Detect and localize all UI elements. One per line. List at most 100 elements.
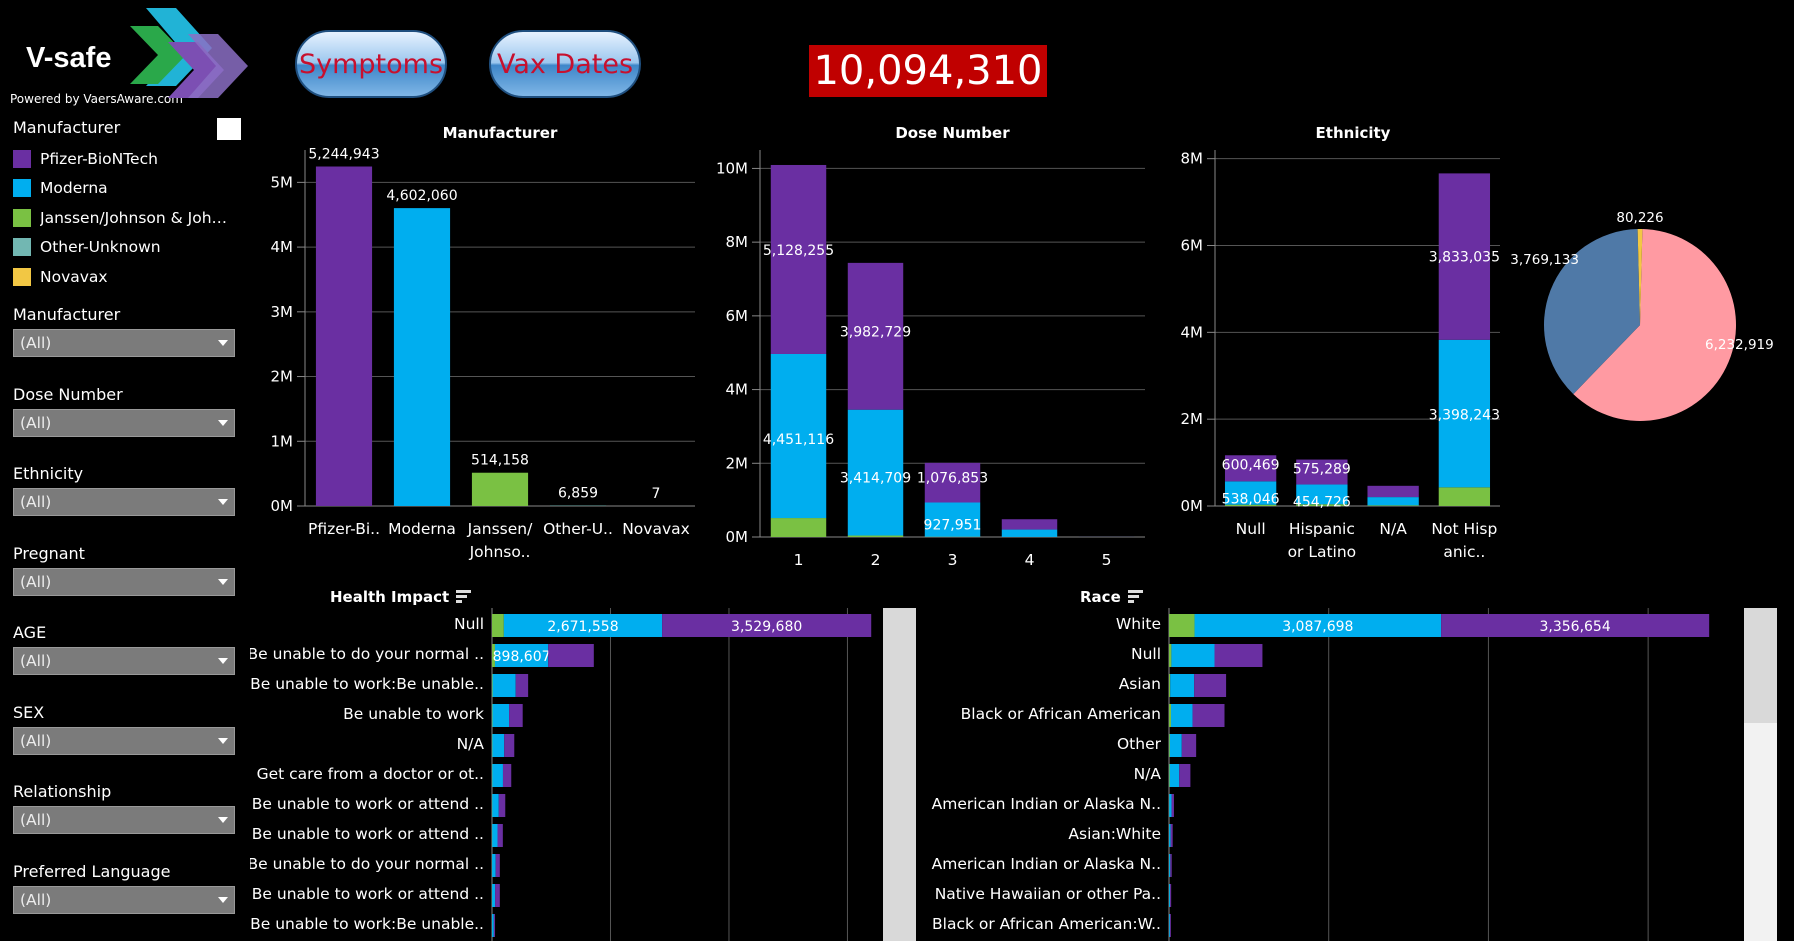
y-tick-label: 6M — [726, 307, 749, 325]
pie-label: 6,232,919 — [1705, 337, 1774, 353]
bar-segment — [1169, 764, 1180, 787]
data-label: 1,076,853 — [917, 471, 988, 487]
data-label: 5,128,255 — [763, 243, 834, 259]
bar-segment — [515, 674, 529, 697]
category-label: Asian:White — [1068, 825, 1161, 843]
manufacturer-legend: Manufacturer Pfizer-BioNTech Moderna Janss… — [13, 118, 241, 292]
y-tick-label: 8M — [726, 233, 749, 251]
pie-slice — [1573, 229, 1736, 421]
filter-dropdown[interactable]: (All) — [13, 806, 235, 834]
category-label: Be unable to work:Be unable.. — [250, 675, 484, 693]
filter-dropdown[interactable]: (All) — [13, 408, 235, 437]
race-title-wrap: Race — [1080, 588, 1145, 606]
filter-age: AGE (All) — [13, 623, 253, 703]
bar-segment — [847, 535, 904, 537]
filter-title: SEX — [13, 702, 45, 722]
data-label: 898,607 — [493, 649, 551, 665]
bar-segment — [1192, 704, 1225, 727]
bar-segment — [1296, 459, 1348, 485]
legend-swatch — [13, 208, 31, 227]
chevron-down-icon — [218, 817, 228, 823]
legend-label: Pfizer-BioNTech — [40, 149, 158, 168]
x-tick-label: Hispanic or Latino — [1288, 520, 1357, 561]
legend-item[interactable]: Pfizer-BioNTech — [13, 144, 241, 174]
bar-segment — [1001, 519, 1058, 530]
legend-item[interactable]: Janssen/Johnson & Joh… — [13, 203, 241, 233]
bar-segment — [1438, 173, 1491, 340]
bar-segment — [1169, 614, 1195, 637]
filter-sex: SEX (All) — [13, 703, 253, 783]
bar-segment — [495, 854, 500, 877]
bar-segment — [492, 764, 503, 787]
filter-title: Ethnicity — [13, 464, 84, 483]
legend-swatch — [13, 149, 31, 168]
race-scrollbar[interactable] — [1744, 608, 1777, 941]
y-tick-label: 0M — [271, 497, 294, 515]
bar-segment — [1171, 644, 1215, 667]
bar — [471, 472, 529, 506]
symptoms-button[interactable]: Symptoms — [295, 30, 447, 98]
bar-segment — [498, 794, 506, 817]
data-label: 2,671,558 — [547, 619, 618, 635]
legend-toggle-checkbox[interactable] — [217, 118, 241, 140]
pie-label: 3,769,133 — [1510, 252, 1579, 268]
bar-segment — [1169, 764, 1170, 787]
bar-segment — [1169, 644, 1172, 667]
category-label: White — [1116, 615, 1161, 633]
chevron-down-icon — [218, 419, 228, 426]
filter-title: Pregnant — [13, 543, 85, 563]
filter-dropdown[interactable]: (All) — [13, 726, 235, 755]
filter-dropdown[interactable]: (All) — [13, 488, 235, 516]
bar-segment — [492, 824, 498, 847]
filter-dropdown[interactable]: (All) — [13, 647, 235, 675]
sort-icon[interactable] — [1127, 588, 1145, 606]
y-tick-label: 0M — [726, 528, 749, 546]
y-tick-label: 2M — [726, 454, 749, 472]
data-label: 5,244,943 — [308, 147, 379, 163]
bar-segment — [492, 794, 499, 817]
y-tick-label: 4M — [1181, 323, 1204, 341]
sort-icon[interactable] — [455, 588, 473, 606]
filter-dropdown[interactable]: (All) — [13, 329, 235, 357]
category-label: American Indian or Alaska N.. — [932, 855, 1161, 873]
data-label: 7 — [652, 486, 661, 502]
data-label: 3,982,729 — [840, 324, 911, 340]
y-tick-label: 3M — [271, 303, 294, 321]
legend-item[interactable]: Novavax — [13, 262, 241, 292]
x-tick-label: N/A — [1379, 520, 1407, 538]
brand-name: V-safe — [26, 42, 112, 74]
category-label: Native Hawaiian or other Pa.. — [935, 885, 1161, 903]
legend-swatch — [13, 179, 31, 198]
y-tick-label: 6M — [1181, 237, 1204, 255]
bar-segment — [770, 518, 827, 537]
filter-relationship: Relationship (All) — [13, 782, 253, 862]
bar-segment — [1224, 455, 1277, 482]
chevron-logo-icon — [130, 8, 248, 98]
race-scrollbar-thumb[interactable] — [1744, 608, 1777, 723]
bar-segment — [492, 884, 496, 907]
bar-segment — [924, 502, 981, 537]
category-label: Be unable to work:Be unable.. — [250, 915, 484, 933]
bar — [315, 166, 373, 506]
bar-segment — [770, 164, 827, 354]
bar-segment — [1367, 505, 1419, 506]
legend-item[interactable]: Moderna — [13, 174, 241, 204]
filter-value: (All) — [20, 890, 52, 909]
filter-dropdown[interactable]: (All) — [13, 885, 235, 914]
data-label: 600,469 — [1222, 457, 1280, 473]
legend-item[interactable]: Other-Unknown — [13, 233, 241, 263]
filter-value: (All) — [20, 811, 52, 829]
category-label: Black or African American:W.. — [932, 915, 1161, 933]
filter-value: (All) — [20, 652, 52, 670]
filter-preferred-language: Preferred Language (All) — [13, 862, 253, 941]
category-label: Be unable to do your normal .. — [250, 855, 484, 873]
pie-slice — [1544, 229, 1640, 395]
pie-label: 80,226 — [1616, 210, 1663, 226]
filter-dropdown[interactable]: (All) — [13, 567, 235, 596]
bar-segment — [1367, 485, 1419, 498]
vax-dates-button[interactable]: Vax Dates — [489, 30, 641, 98]
bar-segment — [1214, 644, 1263, 667]
bar-segment — [1169, 734, 1170, 757]
health-scrollbar[interactable] — [883, 608, 916, 941]
bar-segment — [548, 644, 594, 667]
